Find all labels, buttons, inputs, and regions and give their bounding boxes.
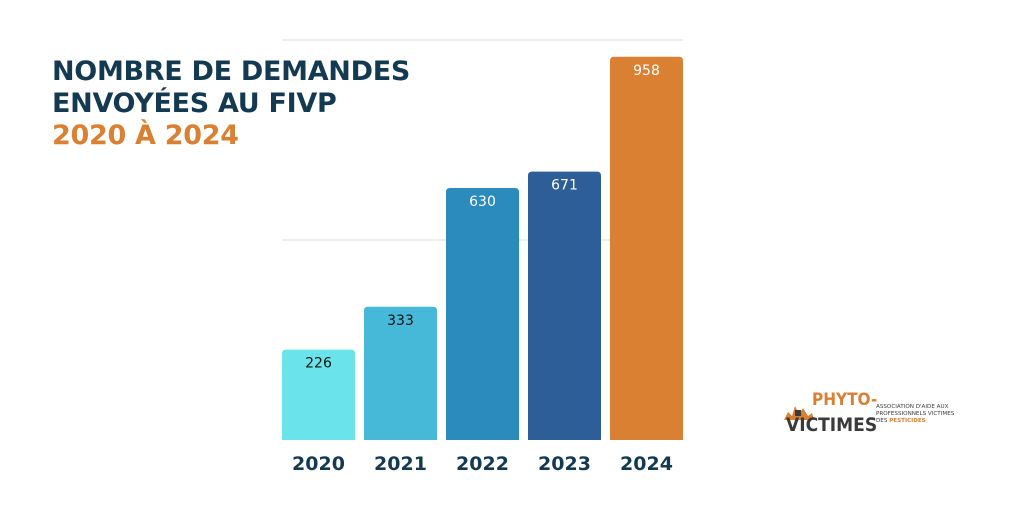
logo-tagline-text: ASSOCIATION D'AIDE AUX PROFESSIONNELS VI… <box>876 404 955 424</box>
x-tick-2023: 2023 <box>538 453 591 475</box>
logo-word-phyto: PHYTO- <box>812 390 878 410</box>
bars <box>282 56 683 441</box>
data-labels: 226 333 630 671 958 <box>305 63 660 372</box>
logo-tagline-accent: PESTICIDES <box>889 418 926 424</box>
phyto-victimes-logo: PHYTO- VICTIMES ASSOCIATION D'AIDE AUX P… <box>784 388 954 448</box>
title-years: 2020 À 2024 <box>52 120 239 151</box>
x-tick-labels: 2020 2021 2022 2023 2024 <box>292 453 673 475</box>
data-label-2020: 226 <box>305 356 332 372</box>
bar-2021 <box>364 306 437 440</box>
data-label-2023: 671 <box>551 178 578 194</box>
x-tick-2022: 2022 <box>456 453 509 475</box>
x-tick-2024: 2024 <box>620 453 673 475</box>
logo-tagline: ASSOCIATION D'AIDE AUX PROFESSIONNELS VI… <box>876 404 956 425</box>
x-tick-2020: 2020 <box>292 453 345 475</box>
data-label-2022: 630 <box>469 194 496 210</box>
bar-2020 <box>282 349 355 440</box>
title-line-2: ENVOYÉES AU FIVP <box>52 88 337 119</box>
x-tick-2021: 2021 <box>374 453 427 475</box>
bar-2022 <box>446 188 519 440</box>
data-label-2021: 333 <box>387 313 414 329</box>
farm-silhouette-icon <box>784 406 814 420</box>
chart-title: NOMBRE DE DEMANDES ENVOYÉES AU FIVP 2020… <box>52 56 410 152</box>
data-label-2024: 958 <box>633 63 660 79</box>
title-line-1: NOMBRE DE DEMANDES <box>52 56 411 87</box>
bar-2024 <box>610 56 683 441</box>
logo-word-victimes: VICTIMES <box>786 414 878 436</box>
bar-2023 <box>528 171 601 440</box>
